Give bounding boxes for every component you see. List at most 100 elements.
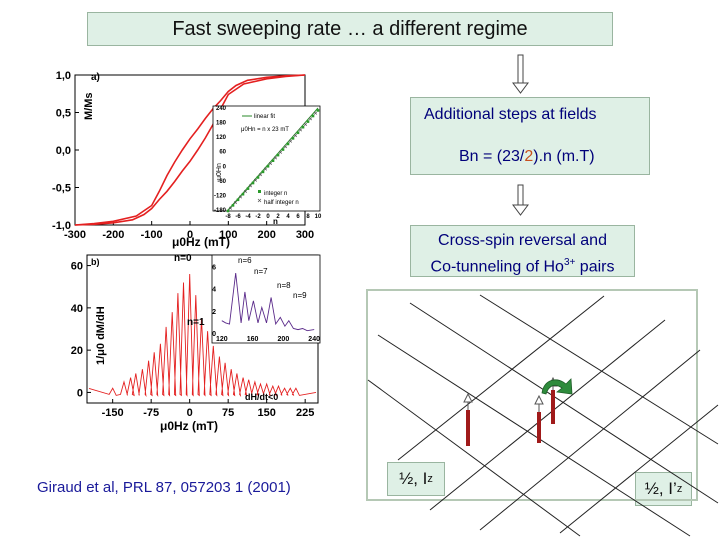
- spin-arrow-white-2-head: [534, 394, 544, 405]
- panel-a-curves: [74, 74, 306, 226]
- inset-a-point-integer: [226, 209, 230, 213]
- panel-a-xlabel: μ0Hz (mT): [172, 235, 230, 249]
- inset-b-note-n6: n=6: [238, 256, 252, 265]
- panel-a-ytick-label: 0,5: [56, 108, 71, 120]
- panel-b-xtick-label: 150: [257, 407, 275, 419]
- panel-a-ylabel: M/Ms: [83, 93, 95, 121]
- inset-b-ytick-label: 4: [212, 287, 216, 294]
- flow-arrow-2: [512, 184, 529, 216]
- inset-a-point-integer: [316, 109, 320, 112]
- lattice-line-1: [409, 302, 719, 504]
- lattice-line-3: [367, 379, 581, 537]
- inset-a-xtick-label: -4: [245, 214, 251, 220]
- inset-a-points: [226, 109, 320, 213]
- inset-a-legend-1: linear fit: [254, 114, 275, 120]
- inset-a-legend-2: μ0Hn = n x 23 mT: [241, 127, 289, 133]
- inset-b-xtick-label: 200: [278, 336, 290, 343]
- inset-a-xtick-label: 6: [296, 214, 300, 220]
- inset-a-point-half: [248, 184, 253, 188]
- inset-a-point-integer: [286, 142, 290, 146]
- panel-a-xtick-label: 300: [296, 229, 314, 241]
- panel-a-xtick-label: 200: [257, 229, 275, 241]
- panel-a-ytick-label: -0,5: [52, 183, 71, 195]
- panel-a-label: a): [91, 72, 100, 83]
- panel-b-xtick-label: 225: [296, 407, 314, 419]
- lattice-panel: [366, 289, 719, 537]
- inset-a-point-integer: [236, 198, 240, 202]
- inset-a-ytick-label: -60: [217, 179, 226, 185]
- steps-box: Additional steps at fields Bn = (23/2).n…: [410, 97, 650, 175]
- inset-a-frame: [212, 105, 321, 212]
- spin-arrows: [463, 376, 573, 446]
- inset-a-point-integer: [301, 125, 305, 129]
- inset-a-xlabel: n: [273, 217, 278, 226]
- inset-a-point-integer: [241, 192, 245, 196]
- inset-a-point-half: [268, 161, 273, 166]
- inset-a-point-half: [243, 189, 248, 193]
- inset-b: 120 160 200 240 6 4 2 0 n=6 n=7 n=8 n=9: [211, 254, 321, 344]
- inset-b-note-n8: n=8: [277, 281, 291, 290]
- inset-a-point-integer: [251, 181, 255, 185]
- panel-a-xtick-label: -300: [64, 229, 86, 241]
- panel-b-ytick-label: 60: [71, 261, 83, 273]
- inset-a-point-half: [308, 117, 313, 121]
- rotation-arrow-icon: [541, 378, 573, 395]
- inset-a-point-integer: [246, 187, 250, 190]
- inset-a-point-integer: [306, 120, 310, 123]
- lattice-lines: [367, 294, 719, 537]
- inset-a-point-half: [288, 139, 293, 143]
- inset-a-point-half: [263, 167, 268, 171]
- inset-b-axis-ticks: 120 160 200 240 6 4 2 0: [212, 265, 320, 343]
- cross-line-1: Cross-spin reversal and: [438, 232, 607, 249]
- inset-a-ytick-label: 180: [216, 121, 227, 127]
- panel-a-ytick-label: 1,0: [56, 70, 71, 82]
- inset-a-point-integer: [291, 137, 295, 140]
- panel-b-ylabel: 1/μ0 dM/dH: [95, 306, 107, 365]
- lattice-line-5: [397, 295, 605, 461]
- flow-arrow-2-head: [512, 204, 529, 216]
- flow-arrow-2-shaft: [517, 184, 524, 206]
- inset-b-note-n7: n=7: [254, 267, 268, 276]
- inset-a-point-half: [238, 195, 243, 199]
- inset-b-xtick-label: 160: [247, 336, 259, 343]
- inset-a-legend-4: half integer n: [264, 200, 299, 206]
- cross-line-2: Co-tunneling of Ho3+ pairs: [430, 257, 615, 276]
- inset-a-ytick-label: 240: [216, 106, 227, 112]
- panel-b-xtick-label: 75: [222, 407, 234, 419]
- inset-a-ytick-label: 60: [219, 150, 226, 156]
- citation: Giraud et al, PRL 87, 057203 1 (2001): [37, 479, 291, 496]
- inset-a-point-half: [228, 206, 233, 210]
- inset-a-xtick-label: 0: [266, 214, 270, 220]
- inset-b-ytick-label: 2: [212, 309, 216, 316]
- cross-spin-box: Cross-spin reversal and Co-tunneling of …: [410, 225, 635, 277]
- flow-arrow-1-head: [512, 82, 529, 94]
- spin-arrow-white-1-head: [463, 392, 473, 403]
- panel-a-xtick-label: -100: [141, 229, 163, 241]
- inset-a-point-integer: [261, 170, 265, 174]
- lattice-line-4: [479, 294, 719, 445]
- inset-a-point-integer: [276, 153, 280, 157]
- spin-arrow-red-2: [537, 412, 541, 443]
- steps-line-2: Bn = (23/2).n (m.T): [459, 148, 595, 165]
- inset-a-point-half: [278, 150, 283, 154]
- inset-a-point-integer: [281, 148, 285, 151]
- panel-a-xtick-label: 0: [187, 229, 193, 241]
- steps-line-1: Additional steps at fields: [424, 106, 597, 123]
- inset-b-note-n9: n=9: [293, 291, 307, 300]
- inset-a-point-integer: [271, 159, 275, 162]
- flow-arrow-1-shaft: [517, 54, 524, 84]
- lattice-line-8: [559, 404, 719, 534]
- inset-a-ytick-label: -120: [214, 193, 227, 199]
- inset-a-legend-3: integer n: [264, 191, 287, 197]
- inset-a-point-half: [303, 122, 308, 126]
- inset-a-xtick-label: 10: [315, 214, 322, 220]
- inset-a-xtick-label: -8: [225, 214, 231, 220]
- inset-a-xtick-label: -6: [235, 214, 241, 220]
- panel-b-xtick-label: 0: [187, 407, 193, 419]
- panel-a-xtick-label: -200: [102, 229, 124, 241]
- inset-a-point-half: [283, 145, 288, 149]
